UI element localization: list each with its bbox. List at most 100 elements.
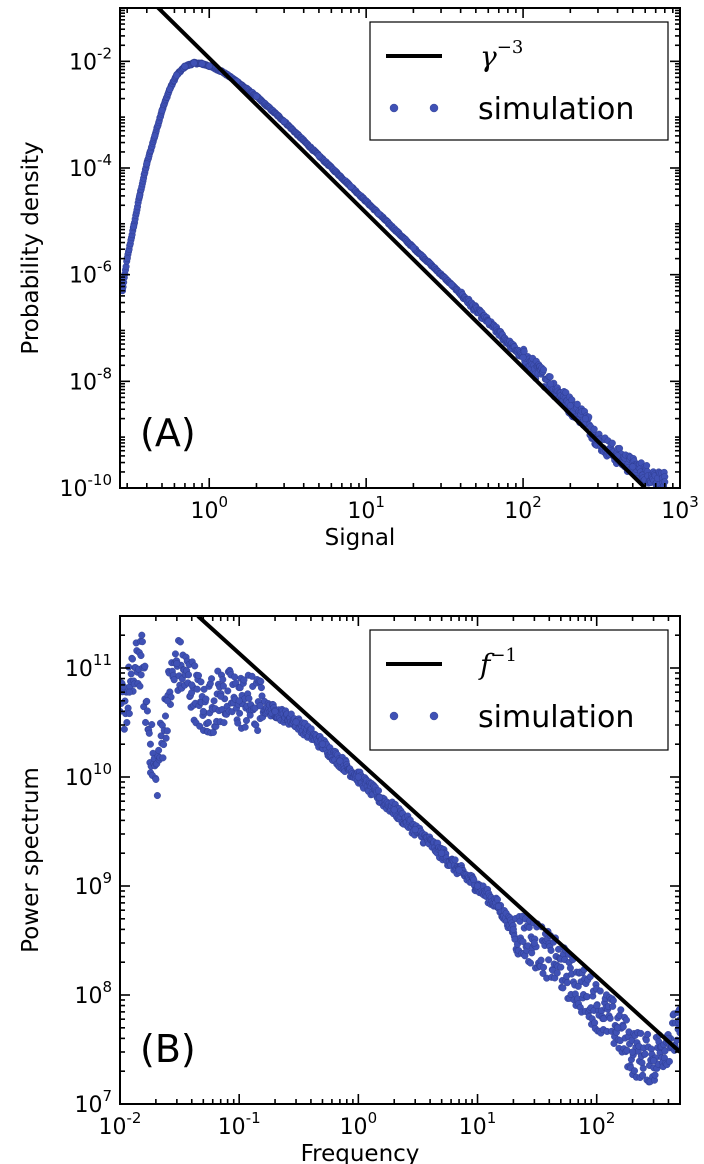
data-point: [559, 984, 567, 992]
data-point: [248, 672, 256, 680]
data-point: [553, 969, 561, 977]
data-point: [257, 677, 265, 685]
data-point: [254, 727, 262, 735]
data-point: [582, 415, 590, 423]
y-tick-label: 10-2: [69, 44, 112, 75]
data-point: [639, 1064, 647, 1072]
data-point: [171, 650, 179, 658]
data-point: [256, 702, 264, 710]
x-tick-label: 10-1: [218, 1109, 261, 1140]
data-point: [347, 182, 355, 190]
data-point: [257, 684, 265, 692]
data-point: [545, 956, 553, 964]
data-point: [375, 787, 383, 795]
data-point: [123, 719, 131, 727]
data-point: [530, 939, 538, 947]
data-point: [292, 718, 300, 726]
data-point: [519, 938, 527, 946]
legend-point-swatch: [429, 103, 439, 113]
data-point: [143, 697, 151, 705]
x-tick-label: 102: [504, 493, 542, 524]
data-point: [202, 695, 210, 703]
y-tick-label: 1011: [65, 651, 112, 682]
data-point: [204, 718, 212, 726]
x-tick-label: 102: [578, 1109, 616, 1140]
data-point: [493, 895, 501, 903]
data-point: [185, 671, 193, 679]
data-point: [162, 734, 170, 742]
data-point: [236, 709, 244, 717]
data-point: [563, 979, 571, 987]
data-point: [173, 71, 181, 79]
data-point: [161, 712, 169, 720]
data-point: [644, 1030, 652, 1038]
data-point: [148, 721, 156, 729]
data-point: [519, 353, 527, 361]
y-axis-label: Probability density: [18, 141, 44, 354]
data-point: [629, 463, 637, 471]
data-point: [127, 670, 135, 678]
data-point: [409, 244, 417, 252]
data-point: [160, 741, 168, 749]
data-point: [194, 672, 202, 680]
x-axis-label: Frequency: [301, 1141, 420, 1164]
data-point: [209, 728, 217, 736]
y-tick-label: 10-4: [69, 151, 112, 182]
data-point: [641, 1050, 649, 1058]
data-point: [318, 740, 326, 748]
data-point: [231, 673, 239, 681]
data-point: [336, 757, 344, 765]
data-point: [138, 631, 146, 639]
data-point: [375, 210, 383, 218]
data-point: [651, 1071, 659, 1079]
data-point: [609, 997, 617, 1005]
data-point: [141, 662, 149, 670]
data-point: [617, 1006, 625, 1014]
x-tick-label: 100: [190, 493, 228, 524]
data-point: [163, 727, 171, 735]
power-law-line: [155, 8, 647, 488]
data-point: [130, 223, 138, 231]
data-point: [217, 692, 225, 700]
data-point: [608, 439, 616, 447]
data-point: [145, 729, 153, 737]
data-point: [181, 63, 189, 71]
x-tick-label: 103: [661, 493, 699, 524]
data-point: [224, 687, 232, 695]
data-point: [193, 685, 201, 693]
y-tick-label: 10-8: [69, 364, 112, 395]
data-point: [197, 678, 205, 686]
data-point: [573, 400, 581, 408]
data-point: [142, 718, 150, 726]
data-point: [153, 792, 161, 800]
data-point: [643, 462, 651, 470]
legend-box: [369, 21, 669, 141]
panel-label: (A): [140, 411, 196, 455]
x-tick-label: 101: [347, 493, 385, 524]
data-point: [609, 1002, 617, 1010]
data-point: [593, 1002, 601, 1010]
data-point: [280, 117, 288, 125]
legend-points-label: simulation: [478, 700, 634, 735]
data-point: [159, 754, 167, 762]
y-tick-label: 107: [74, 1087, 112, 1118]
data-point: [170, 676, 178, 684]
data-point: [191, 662, 199, 670]
data-point: [143, 160, 151, 168]
panel-a-chart: 100 101 102 103 10-10 10-8 10-6 10-4 10-2 Signal P…: [18, 7, 699, 551]
data-point: [146, 740, 154, 748]
data-point: [354, 773, 362, 781]
legend-box: [369, 629, 669, 751]
data-point: [235, 697, 243, 705]
data-point: [590, 425, 598, 433]
data-point: [448, 281, 456, 289]
data-point: [152, 775, 160, 783]
data-point: [566, 402, 574, 410]
data-point: [163, 697, 171, 705]
data-point: [125, 710, 133, 718]
data-point: [166, 85, 174, 93]
axes-frame: [119, 615, 681, 1105]
data-point: [125, 663, 133, 671]
data-point: [495, 902, 503, 910]
